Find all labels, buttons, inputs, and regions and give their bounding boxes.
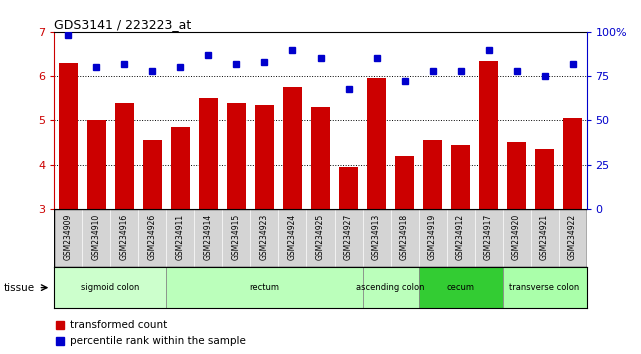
Text: transformed count: transformed count xyxy=(71,320,168,330)
Text: rectum: rectum xyxy=(249,283,279,292)
Text: GSM234909: GSM234909 xyxy=(64,213,73,260)
Bar xyxy=(503,267,587,308)
Text: transverse colon: transverse colon xyxy=(510,283,579,292)
Bar xyxy=(115,103,134,209)
Bar xyxy=(451,145,470,209)
Bar xyxy=(395,156,414,209)
Text: GSM234916: GSM234916 xyxy=(120,213,129,260)
Bar xyxy=(87,120,106,209)
Text: GSM234913: GSM234913 xyxy=(372,213,381,260)
Text: percentile rank within the sample: percentile rank within the sample xyxy=(71,336,246,346)
Bar xyxy=(199,98,219,209)
Bar xyxy=(227,103,246,209)
Text: GSM234917: GSM234917 xyxy=(484,213,493,260)
Text: GDS3141 / 223223_at: GDS3141 / 223223_at xyxy=(54,18,192,31)
Bar xyxy=(479,61,498,209)
Bar xyxy=(254,105,274,209)
Text: GSM234927: GSM234927 xyxy=(344,213,353,260)
Text: GSM234918: GSM234918 xyxy=(400,213,409,259)
Bar xyxy=(59,63,78,209)
Text: GSM234911: GSM234911 xyxy=(176,213,185,259)
Bar xyxy=(363,267,419,308)
Text: GSM234912: GSM234912 xyxy=(456,213,465,259)
Bar xyxy=(167,267,363,308)
Bar xyxy=(311,107,330,209)
Bar xyxy=(419,267,503,308)
Bar xyxy=(143,140,162,209)
Text: GSM234924: GSM234924 xyxy=(288,213,297,260)
Bar xyxy=(283,87,303,209)
Bar xyxy=(171,127,190,209)
Bar xyxy=(367,78,387,209)
Text: GSM234921: GSM234921 xyxy=(540,213,549,259)
Text: GSM234925: GSM234925 xyxy=(316,213,325,260)
Text: GSM234922: GSM234922 xyxy=(568,213,577,259)
Bar xyxy=(338,167,358,209)
Bar xyxy=(54,267,167,308)
Text: ascending colon: ascending colon xyxy=(356,283,425,292)
Text: GSM234910: GSM234910 xyxy=(92,213,101,260)
Text: GSM234926: GSM234926 xyxy=(148,213,157,260)
Text: GSM234919: GSM234919 xyxy=(428,213,437,260)
Text: tissue: tissue xyxy=(3,282,35,293)
Text: GSM234915: GSM234915 xyxy=(232,213,241,260)
Text: sigmoid colon: sigmoid colon xyxy=(81,283,140,292)
Bar xyxy=(563,118,582,209)
Text: cecum: cecum xyxy=(447,283,474,292)
Text: GSM234920: GSM234920 xyxy=(512,213,521,260)
Text: GSM234923: GSM234923 xyxy=(260,213,269,260)
Bar xyxy=(535,149,554,209)
Text: GSM234914: GSM234914 xyxy=(204,213,213,260)
Bar xyxy=(422,140,442,209)
Bar xyxy=(507,143,526,209)
